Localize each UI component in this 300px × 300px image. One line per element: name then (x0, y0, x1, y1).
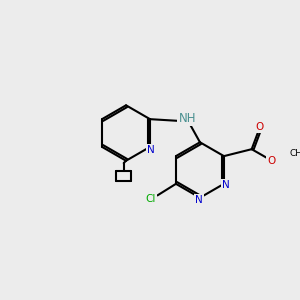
Text: Cl: Cl (145, 194, 156, 204)
Text: O: O (267, 156, 275, 166)
Text: N: N (195, 195, 203, 205)
Text: O: O (256, 122, 264, 132)
Text: N: N (222, 180, 230, 190)
Text: CH₃: CH₃ (290, 149, 300, 158)
Text: NH: NH (178, 112, 196, 124)
Text: N: N (147, 145, 155, 155)
